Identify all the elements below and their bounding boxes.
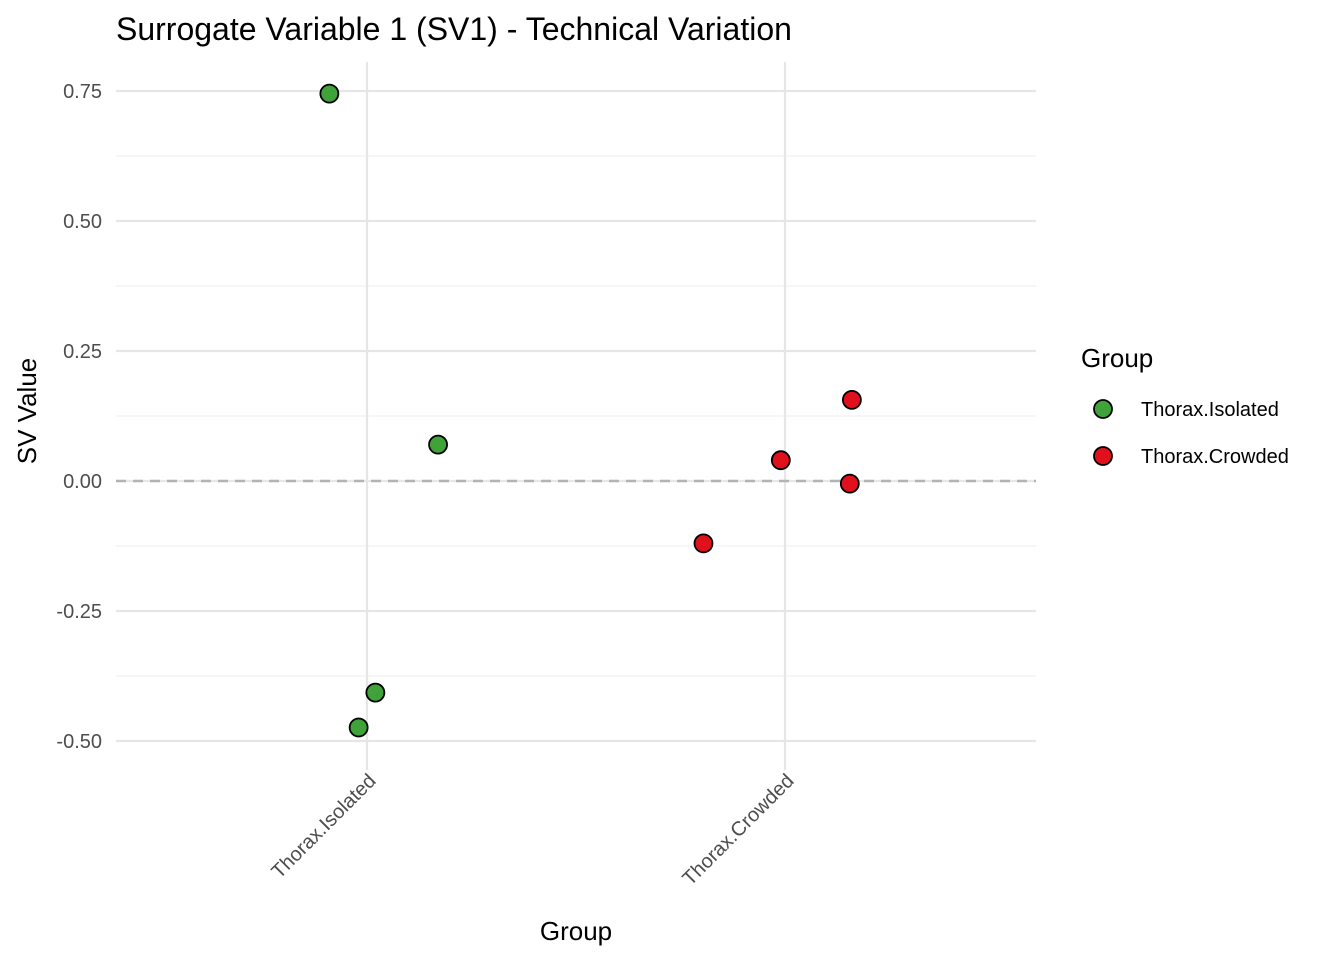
chart-title: Surrogate Variable 1 (SV1) - Technical V… [116,11,792,47]
y-tick-label: 0.50 [63,211,102,233]
y-tick-label: 0.25 [63,341,102,363]
data-point [693,533,714,554]
legend-label: Thorax.Crowded [1141,446,1289,468]
data-point [365,682,386,703]
legend-title: Group [1081,343,1153,373]
x-axis-title: Group [540,916,612,946]
y-tick-label: -0.50 [56,731,102,753]
y-tick-label: 0.00 [63,471,102,493]
data-point [770,450,791,471]
y-axis-ticks: 0.75 0.50 0.25 0.00 -0.25 -0.50 [56,81,102,753]
data-point [841,389,862,410]
data-point [348,717,369,738]
y-axis-title: SV Value [12,358,42,464]
grid-lines [116,62,1036,770]
x-tick-label: Thorax.Crowded [678,770,798,890]
legend: Group Thorax.Isolated Thorax.Crowded [1081,343,1289,468]
y-tick-label: -0.25 [56,601,102,623]
legend-key [1093,399,1113,419]
legend-key [1093,446,1113,466]
data-points [319,83,862,738]
data-point [839,473,860,494]
data-point [428,434,448,455]
y-tick-label: 0.75 [63,81,102,103]
x-axis-ticks: Thorax.Isolated Thorax.Crowded [267,770,798,890]
data-point [319,83,340,104]
x-tick-label: Thorax.Isolated [267,770,380,883]
legend-label: Thorax.Isolated [1141,399,1279,421]
